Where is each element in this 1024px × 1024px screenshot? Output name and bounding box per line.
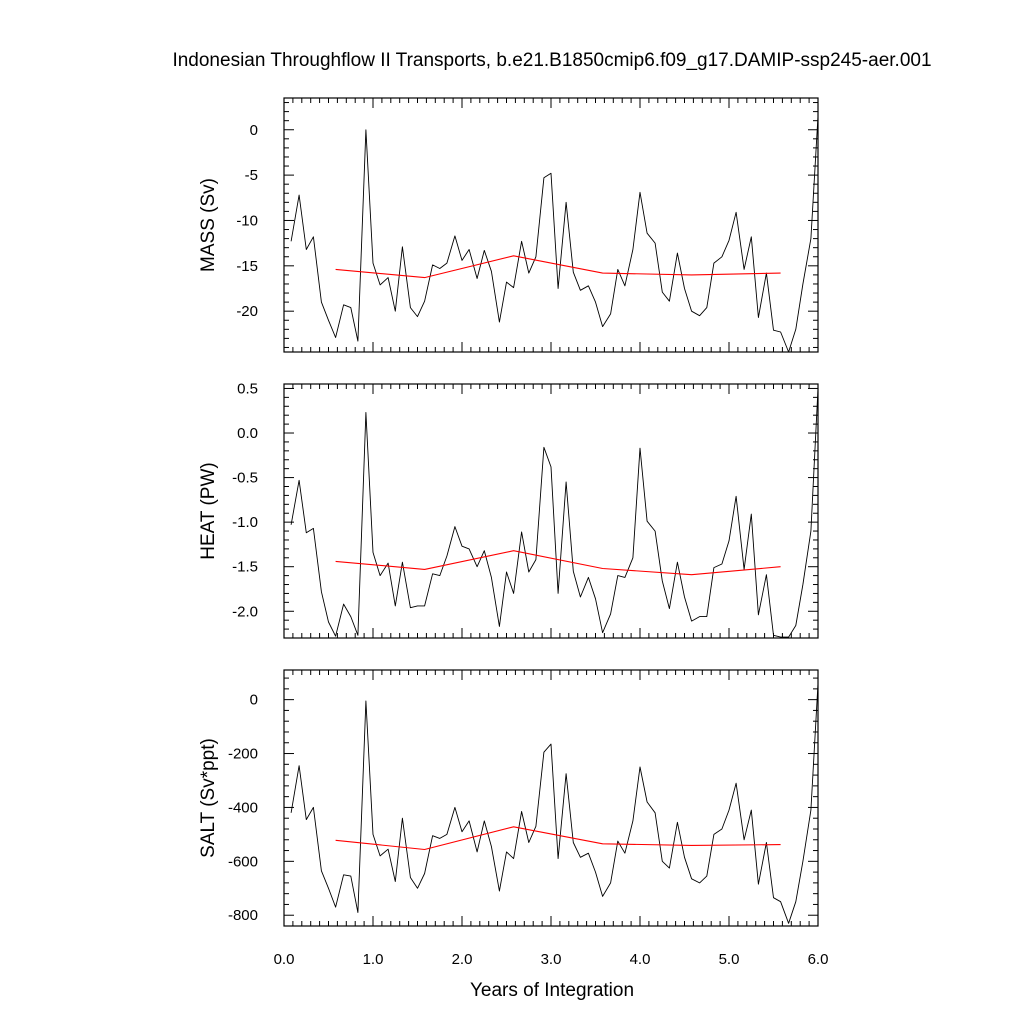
series-line-annual — [290, 388, 819, 638]
series-line-annual — [290, 116, 819, 353]
x-tick-label: 6.0 — [808, 951, 829, 968]
y-tick-label: -2.0 — [232, 603, 258, 620]
y-tick-label: 0 — [250, 692, 258, 709]
series-line-mean — [335, 826, 781, 851]
series-line-mean — [335, 550, 781, 576]
y-tick-label: -1.0 — [232, 514, 258, 531]
y-tick-label: -20 — [236, 303, 258, 320]
series-line-mean — [335, 255, 781, 279]
x-tick-label: 0.0 — [274, 951, 295, 968]
y-tick-label: -5 — [245, 167, 258, 184]
y-tick-label: -15 — [236, 258, 258, 275]
y-axis-label: SALT (Sv*ppt) — [198, 738, 219, 858]
y-tick-label: -400 — [228, 799, 258, 816]
panel-3: 0 -200 -400 -600 -800 SALT (Sv*ppt) 0.0 1.0 2.0 3… — [198, 669, 829, 968]
y-tick-label: 0.5 — [237, 380, 258, 397]
x-axis-label: Years of Integration — [470, 980, 634, 1001]
x-tick-label: 5.0 — [719, 951, 740, 968]
y-tick-label: -1.5 — [232, 559, 258, 576]
y-tick-label: -800 — [228, 907, 258, 924]
x-tick-label: 1.0 — [363, 951, 384, 968]
y-tick-label: -10 — [236, 212, 258, 229]
panel-2: 0.5 0.0 -0.5 -1.0 -1.5 -2.0 HEAT (PW) — [198, 380, 819, 639]
series-line-annual — [290, 683, 819, 924]
y-tick-label: -200 — [228, 746, 258, 763]
x-tick-label: 4.0 — [630, 951, 651, 968]
y-tick-label: -600 — [228, 853, 258, 870]
y-axis-label: MASS (Sv) — [198, 178, 219, 272]
y-tick-label: -0.5 — [232, 470, 258, 487]
y-tick-label: 0.0 — [237, 425, 258, 442]
x-tick-label: 2.0 — [452, 951, 473, 968]
y-axis-label: HEAT (PW) — [198, 462, 219, 559]
x-tick-label: 3.0 — [541, 951, 562, 968]
panel-1: 0 -5 -10 -15 -20 MASS (Sv) — [198, 97, 819, 353]
chart-title: Indonesian Throughflow II Transports, b.… — [172, 50, 931, 71]
y-tick-label: 0 — [250, 122, 258, 139]
